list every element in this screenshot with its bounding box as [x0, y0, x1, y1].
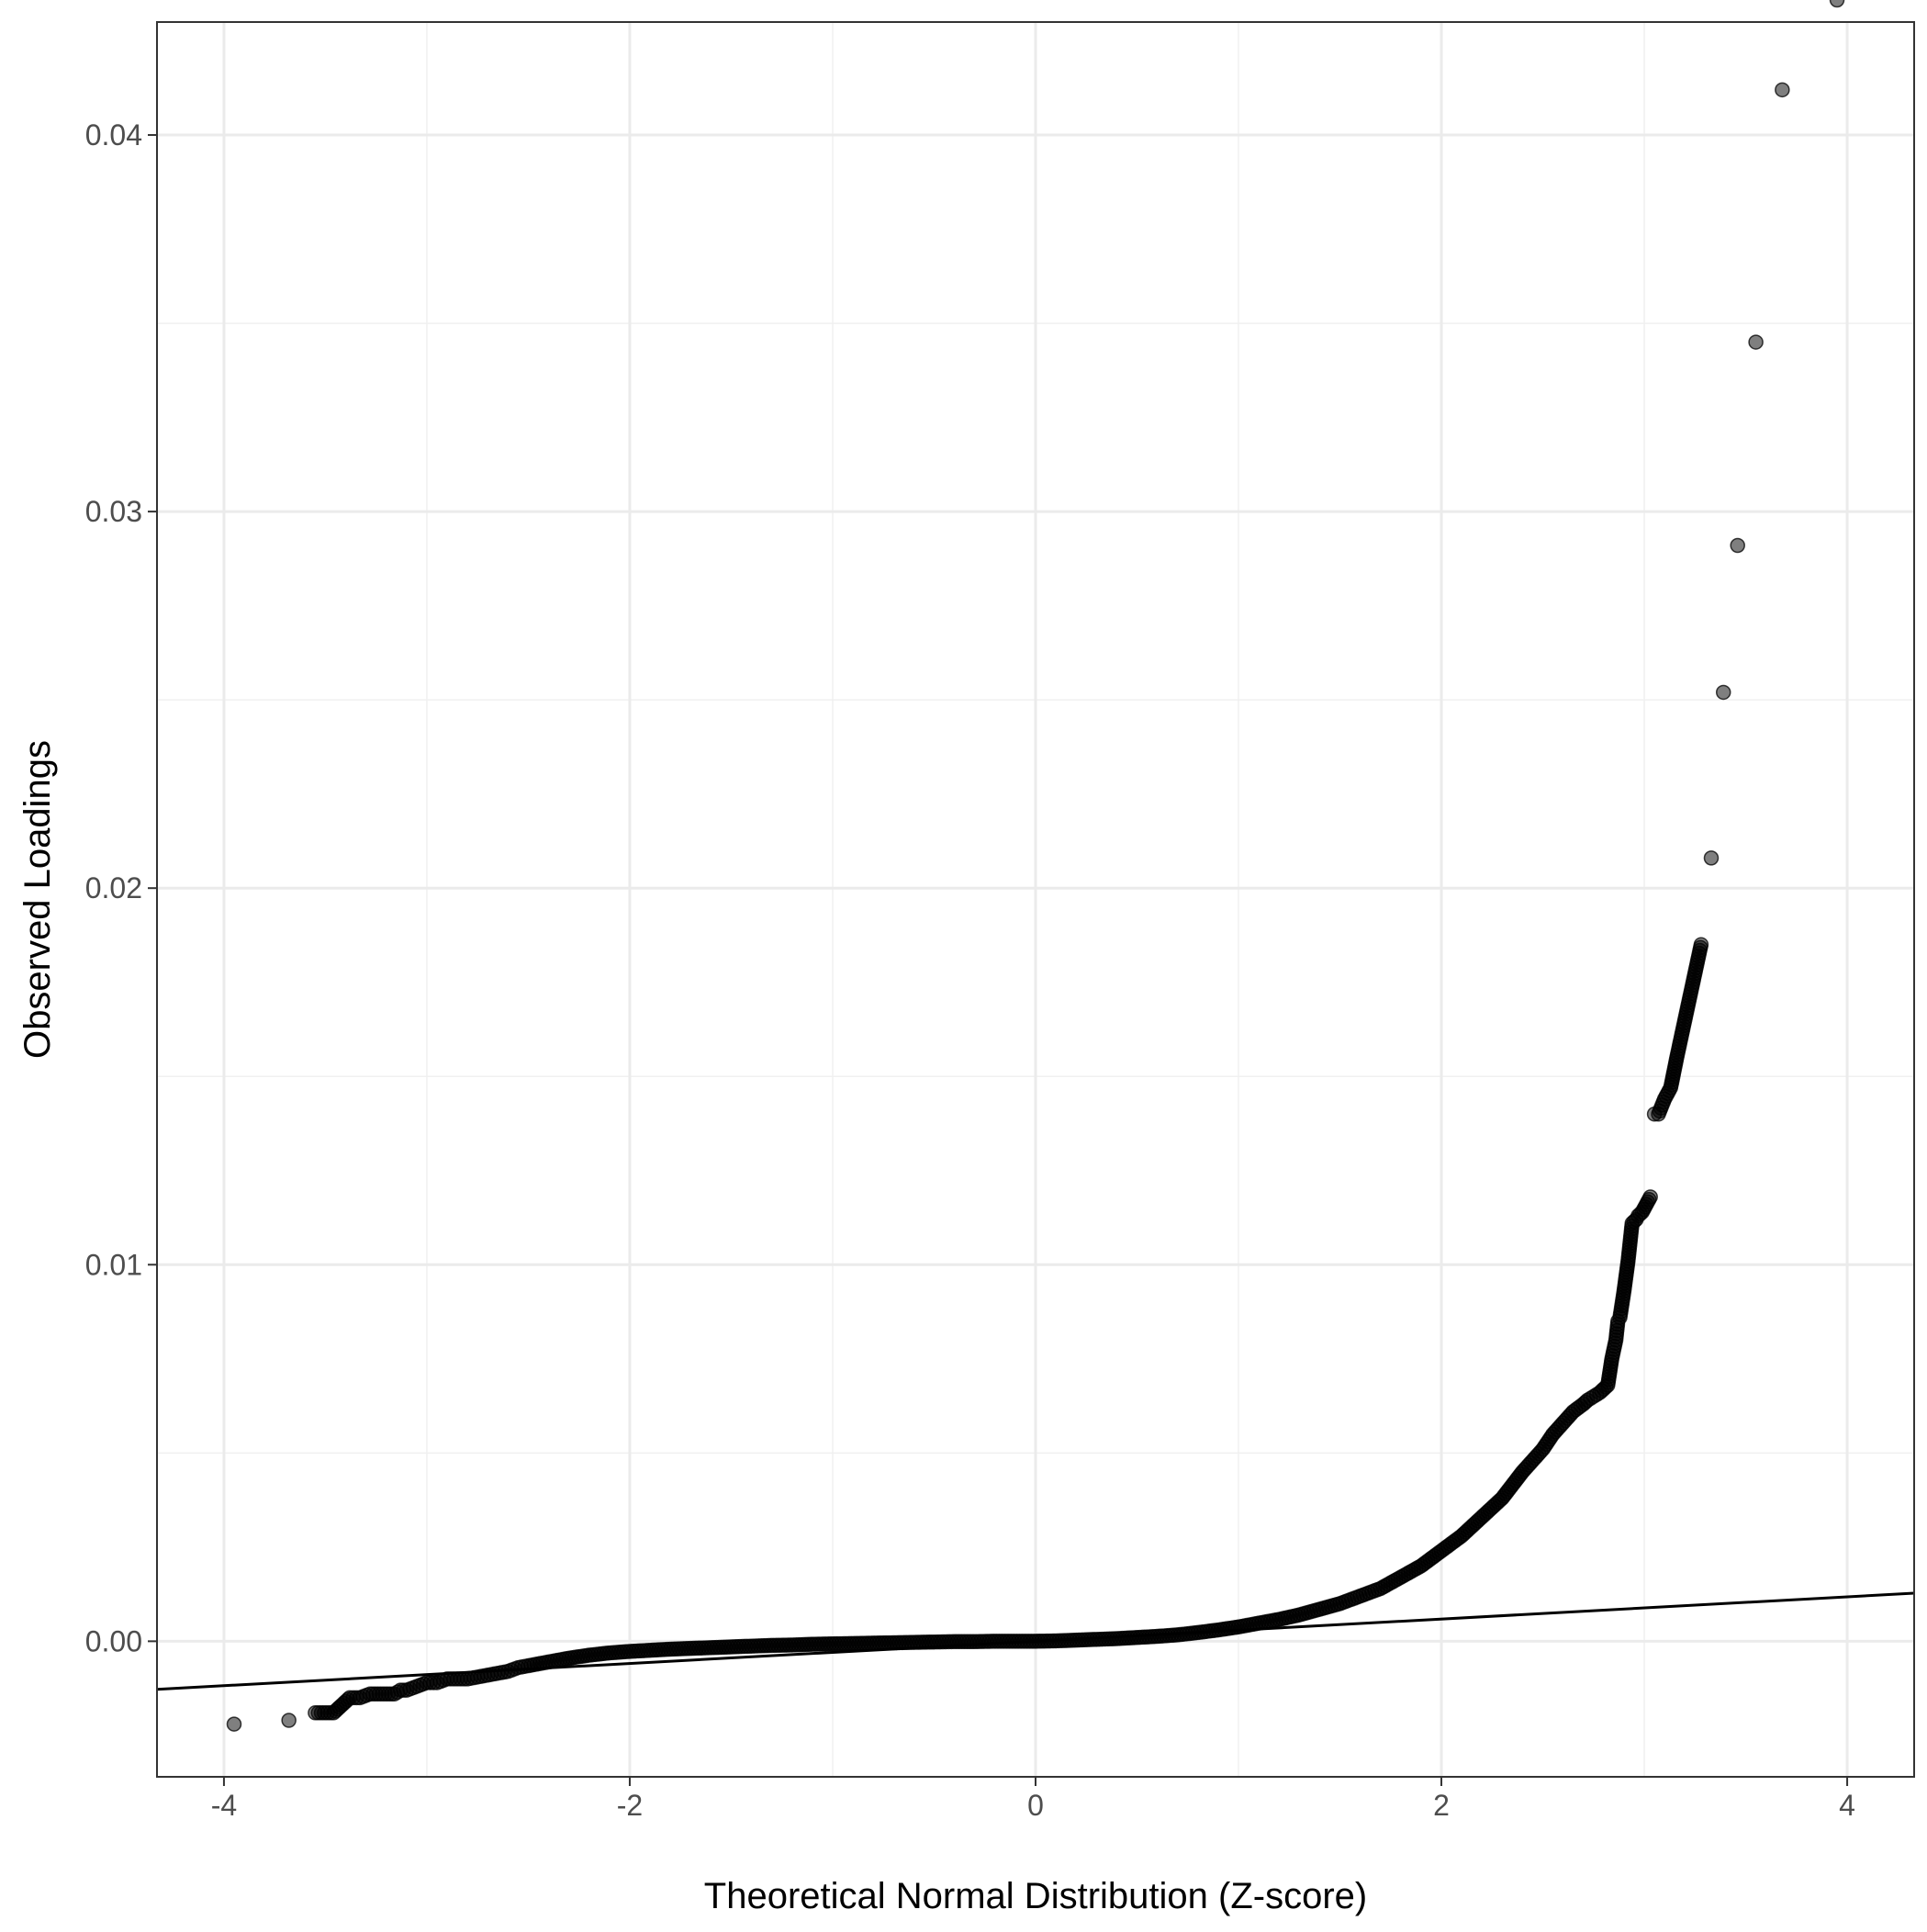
x-axis-title: Theoretical Normal Distribution (Z-score…: [704, 1876, 1367, 1916]
data-point: [1748, 334, 1764, 350]
data-point: [1703, 850, 1720, 866]
x-tick-label: 0: [1027, 1789, 1044, 1822]
y-tick-label: 0.01: [85, 1248, 142, 1281]
data-point: [1642, 1189, 1658, 1205]
data-point: [226, 1716, 242, 1732]
y-axis-title: Observed Loadings: [17, 740, 58, 1059]
x-axis-ticks: -4 -2 0 2 4: [211, 1777, 1855, 1822]
x-tick-label: -4: [211, 1789, 237, 1822]
y-tick-label: 0.03: [85, 495, 142, 528]
y-tick-label: 0.02: [85, 871, 142, 904]
x-tick-label: 2: [1433, 1789, 1450, 1822]
data-point: [1775, 82, 1790, 98]
x-tick-label: 4: [1839, 1789, 1855, 1822]
data-point: [1730, 537, 1745, 554]
data-point: [281, 1713, 297, 1728]
x-tick-label: -2: [617, 1789, 643, 1822]
data-points: [226, 0, 1845, 1732]
y-tick-label: 0.04: [85, 118, 142, 152]
data-point: [1693, 937, 1709, 952]
y-axis-ticks: 0.00 0.01 0.02 0.03 0.04: [85, 118, 157, 1657]
data-point: [1829, 0, 1845, 8]
y-tick-label: 0.00: [85, 1624, 142, 1657]
data-point: [1715, 684, 1731, 701]
